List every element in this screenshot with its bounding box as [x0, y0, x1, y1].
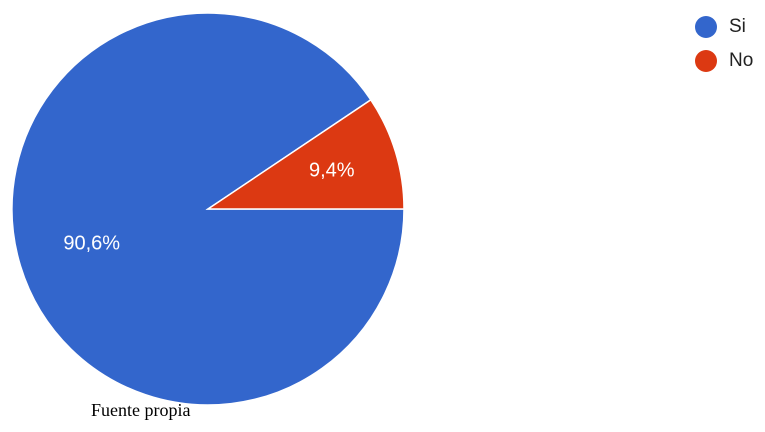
legend-swatch-no [695, 50, 717, 72]
pie-value-label-no: 9,4% [309, 160, 355, 182]
legend-item-no[interactable]: No [695, 46, 753, 76]
pie-slice-no[interactable] [205, 98, 405, 210]
legend-swatch-si [695, 16, 717, 38]
pie-labels: 90,6% 9,4% [63, 160, 354, 255]
pie-slices [11, 12, 405, 406]
source-caption: Fuente propia [91, 400, 191, 420]
pie-value-label-si: 90,6% [63, 233, 120, 255]
legend: Si No [695, 12, 753, 80]
legend-label-si: Si [729, 16, 746, 37]
legend-label-no: No [729, 50, 754, 71]
legend-item-si[interactable]: Si [695, 12, 753, 42]
